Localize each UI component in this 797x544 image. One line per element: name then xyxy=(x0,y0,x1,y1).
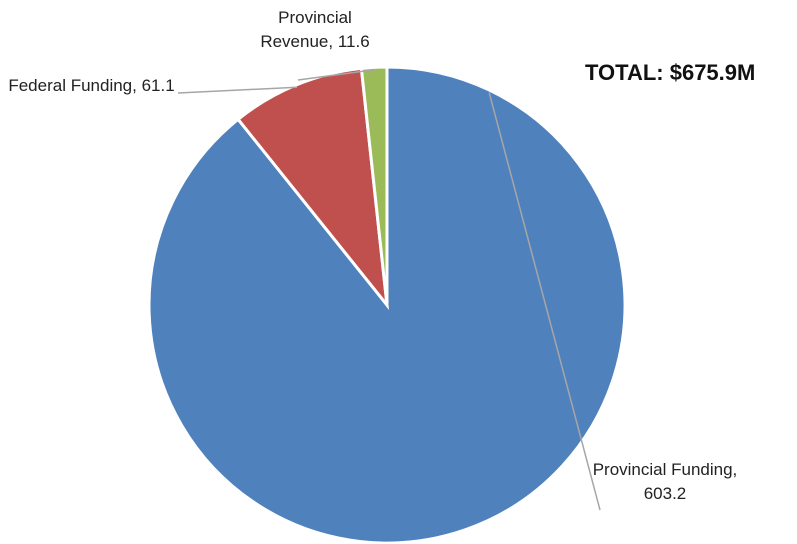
leader-line xyxy=(177,86,298,94)
pie-slice xyxy=(236,66,390,310)
leader-line xyxy=(488,92,601,511)
data-label: Provincial Funding, 603.2 xyxy=(592,460,738,503)
data-label: Federal Funding, 61.1 xyxy=(8,76,175,95)
total-annotation: TOTAL: $675.9M xyxy=(585,60,756,85)
data-label: Provincial Revenue, 11.6 xyxy=(260,8,370,51)
pie-slice xyxy=(359,65,389,306)
leader-line xyxy=(297,68,375,81)
